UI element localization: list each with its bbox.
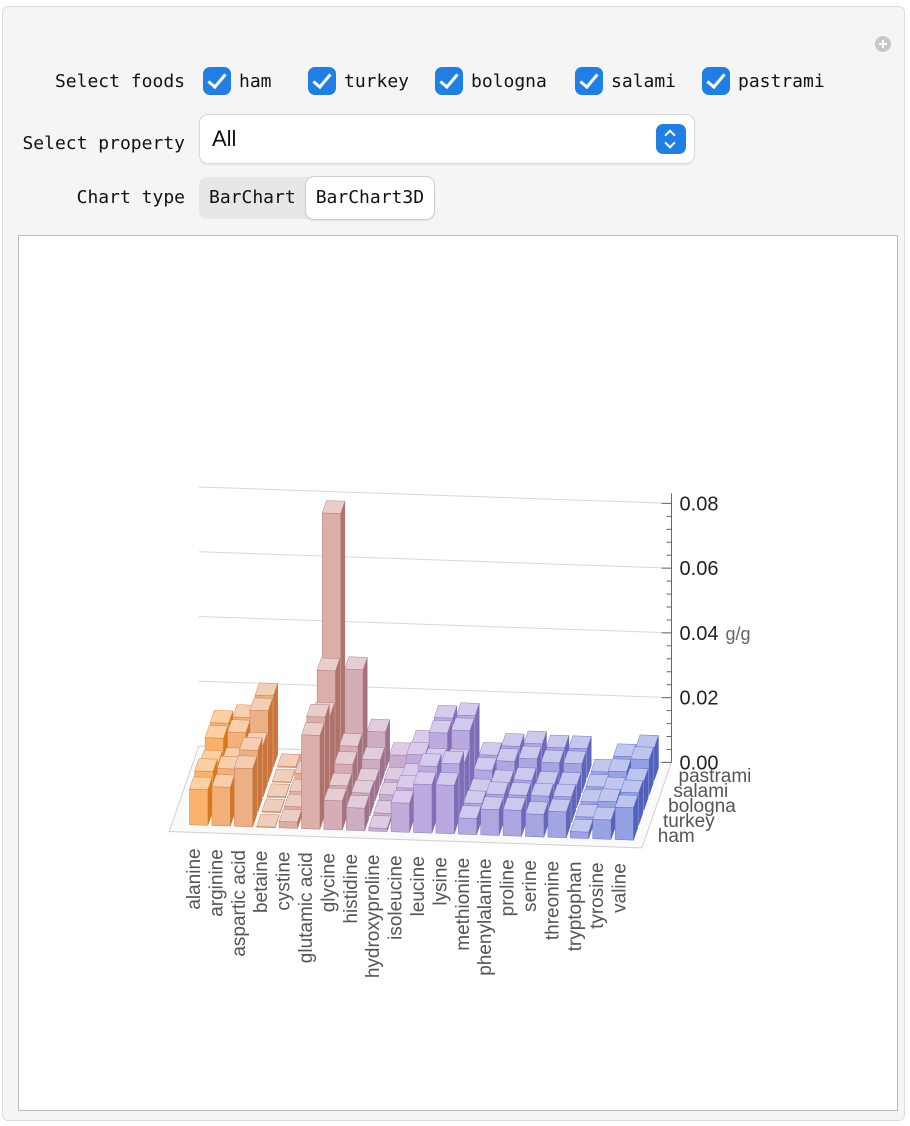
checkmark-icon[interactable]	[203, 67, 231, 95]
bar	[525, 801, 549, 838]
category-label: phenylalanine	[475, 859, 496, 976]
checkmark-icon[interactable]	[435, 67, 463, 95]
bar	[301, 722, 325, 830]
bar	[592, 806, 616, 840]
bar	[346, 794, 370, 832]
z-tick-label: 0.02	[680, 688, 719, 710]
series-label: turkey	[663, 811, 715, 832]
bar	[211, 774, 235, 827]
z-tick-label: 0.06	[680, 558, 719, 580]
category-label: histidine	[341, 854, 362, 924]
category-label: alanine	[184, 848, 205, 909]
select-foods-label: Select foods	[54, 71, 185, 92]
category-label: tyrosine	[587, 862, 608, 929]
food-checkbox-label: turkey	[344, 70, 410, 92]
z-tick-label: 0.00	[680, 752, 719, 774]
food-checkbox-salami[interactable]: salami	[575, 67, 676, 95]
bar	[480, 796, 504, 836]
category-label: threonine	[542, 861, 563, 940]
checkmark-icon[interactable]	[575, 67, 603, 95]
bar-chart-3d: 0.00 0.02 0.04 g/g 0.06 0.08 alanine arginine as…	[168, 486, 752, 979]
checkmark-icon[interactable]	[308, 67, 336, 95]
gridline	[198, 615, 672, 634]
food-checkbox-label: bologna	[471, 70, 547, 92]
food-checkbox-ham[interactable]: ham	[203, 67, 272, 95]
z-tick-label: 0.08	[680, 493, 719, 515]
food-checkbox-bologna[interactable]: bologna	[435, 67, 547, 95]
category-label: betaine	[251, 851, 272, 913]
bar	[277, 753, 301, 768]
food-checkbox-pastrami[interactable]: pastrami	[702, 67, 825, 95]
bar	[390, 790, 414, 833]
chart-frame: 0.00 0.02 0.04 g/g 0.06 0.08 alanine arginine as…	[18, 235, 898, 1111]
bar	[614, 794, 638, 841]
category-label: serine	[520, 860, 541, 912]
chart-type-barchart3d[interactable]: BarChart3D	[305, 177, 435, 219]
series-label: bologna	[668, 796, 736, 817]
chart-type-barchart[interactable]: BarChart	[209, 187, 296, 208]
category-label: aspartic acid	[229, 850, 250, 957]
food-checkbox-label: ham	[239, 70, 272, 92]
category-label: tryptophan	[565, 862, 586, 952]
checkmark-icon[interactable]	[702, 67, 730, 95]
food-checkbox-turkey[interactable]: turkey	[308, 67, 409, 95]
bar	[261, 798, 285, 813]
bar	[189, 776, 213, 826]
category-label: glutamic acid	[296, 852, 317, 963]
bar	[278, 808, 302, 829]
property-select[interactable]: All	[200, 115, 694, 163]
gridline	[198, 486, 672, 504]
category-label: lysine	[430, 857, 451, 906]
category-label: proline	[498, 859, 519, 916]
bar	[413, 771, 437, 834]
category-label: valine	[610, 863, 631, 913]
category-label: methionine	[453, 858, 474, 951]
food-checkbox-label: pastrami	[738, 70, 825, 92]
category-label: isoleucine	[386, 855, 407, 940]
property-select-value: All	[212, 126, 237, 151]
bar	[547, 798, 571, 839]
add-icon[interactable]	[875, 36, 891, 52]
category-label: arginine	[206, 849, 227, 917]
bar	[502, 797, 526, 837]
category-label: hydroxyproline	[363, 855, 384, 979]
category-label: glycine	[318, 853, 339, 912]
chart-type-label: Chart type	[76, 187, 185, 208]
manipulate-panel: Select foods ham turkey bologna salami pastr…	[2, 6, 905, 1121]
bar	[570, 818, 594, 839]
gridline	[198, 551, 672, 569]
updown-chevron-icon[interactable]	[656, 124, 686, 154]
bar	[272, 768, 296, 783]
series-label: ham	[658, 826, 695, 847]
bar	[256, 813, 280, 828]
bar	[435, 772, 459, 835]
bar	[458, 805, 482, 835]
bar	[368, 815, 392, 832]
z-axis-unit-label: g/g	[726, 624, 751, 644]
bar	[323, 787, 347, 831]
series-label: pastrami	[679, 766, 752, 787]
category-label: cystine	[274, 852, 295, 911]
chart-type-segmented: BarChart BarChart3D	[199, 177, 435, 219]
select-property-label: Select property	[22, 133, 185, 154]
bar	[234, 755, 258, 828]
series-label: salami	[673, 781, 728, 802]
food-checkbox-label: salami	[611, 70, 677, 92]
bar	[266, 783, 290, 798]
z-tick-label: 0.04	[680, 623, 719, 645]
category-label: leucine	[408, 856, 429, 916]
